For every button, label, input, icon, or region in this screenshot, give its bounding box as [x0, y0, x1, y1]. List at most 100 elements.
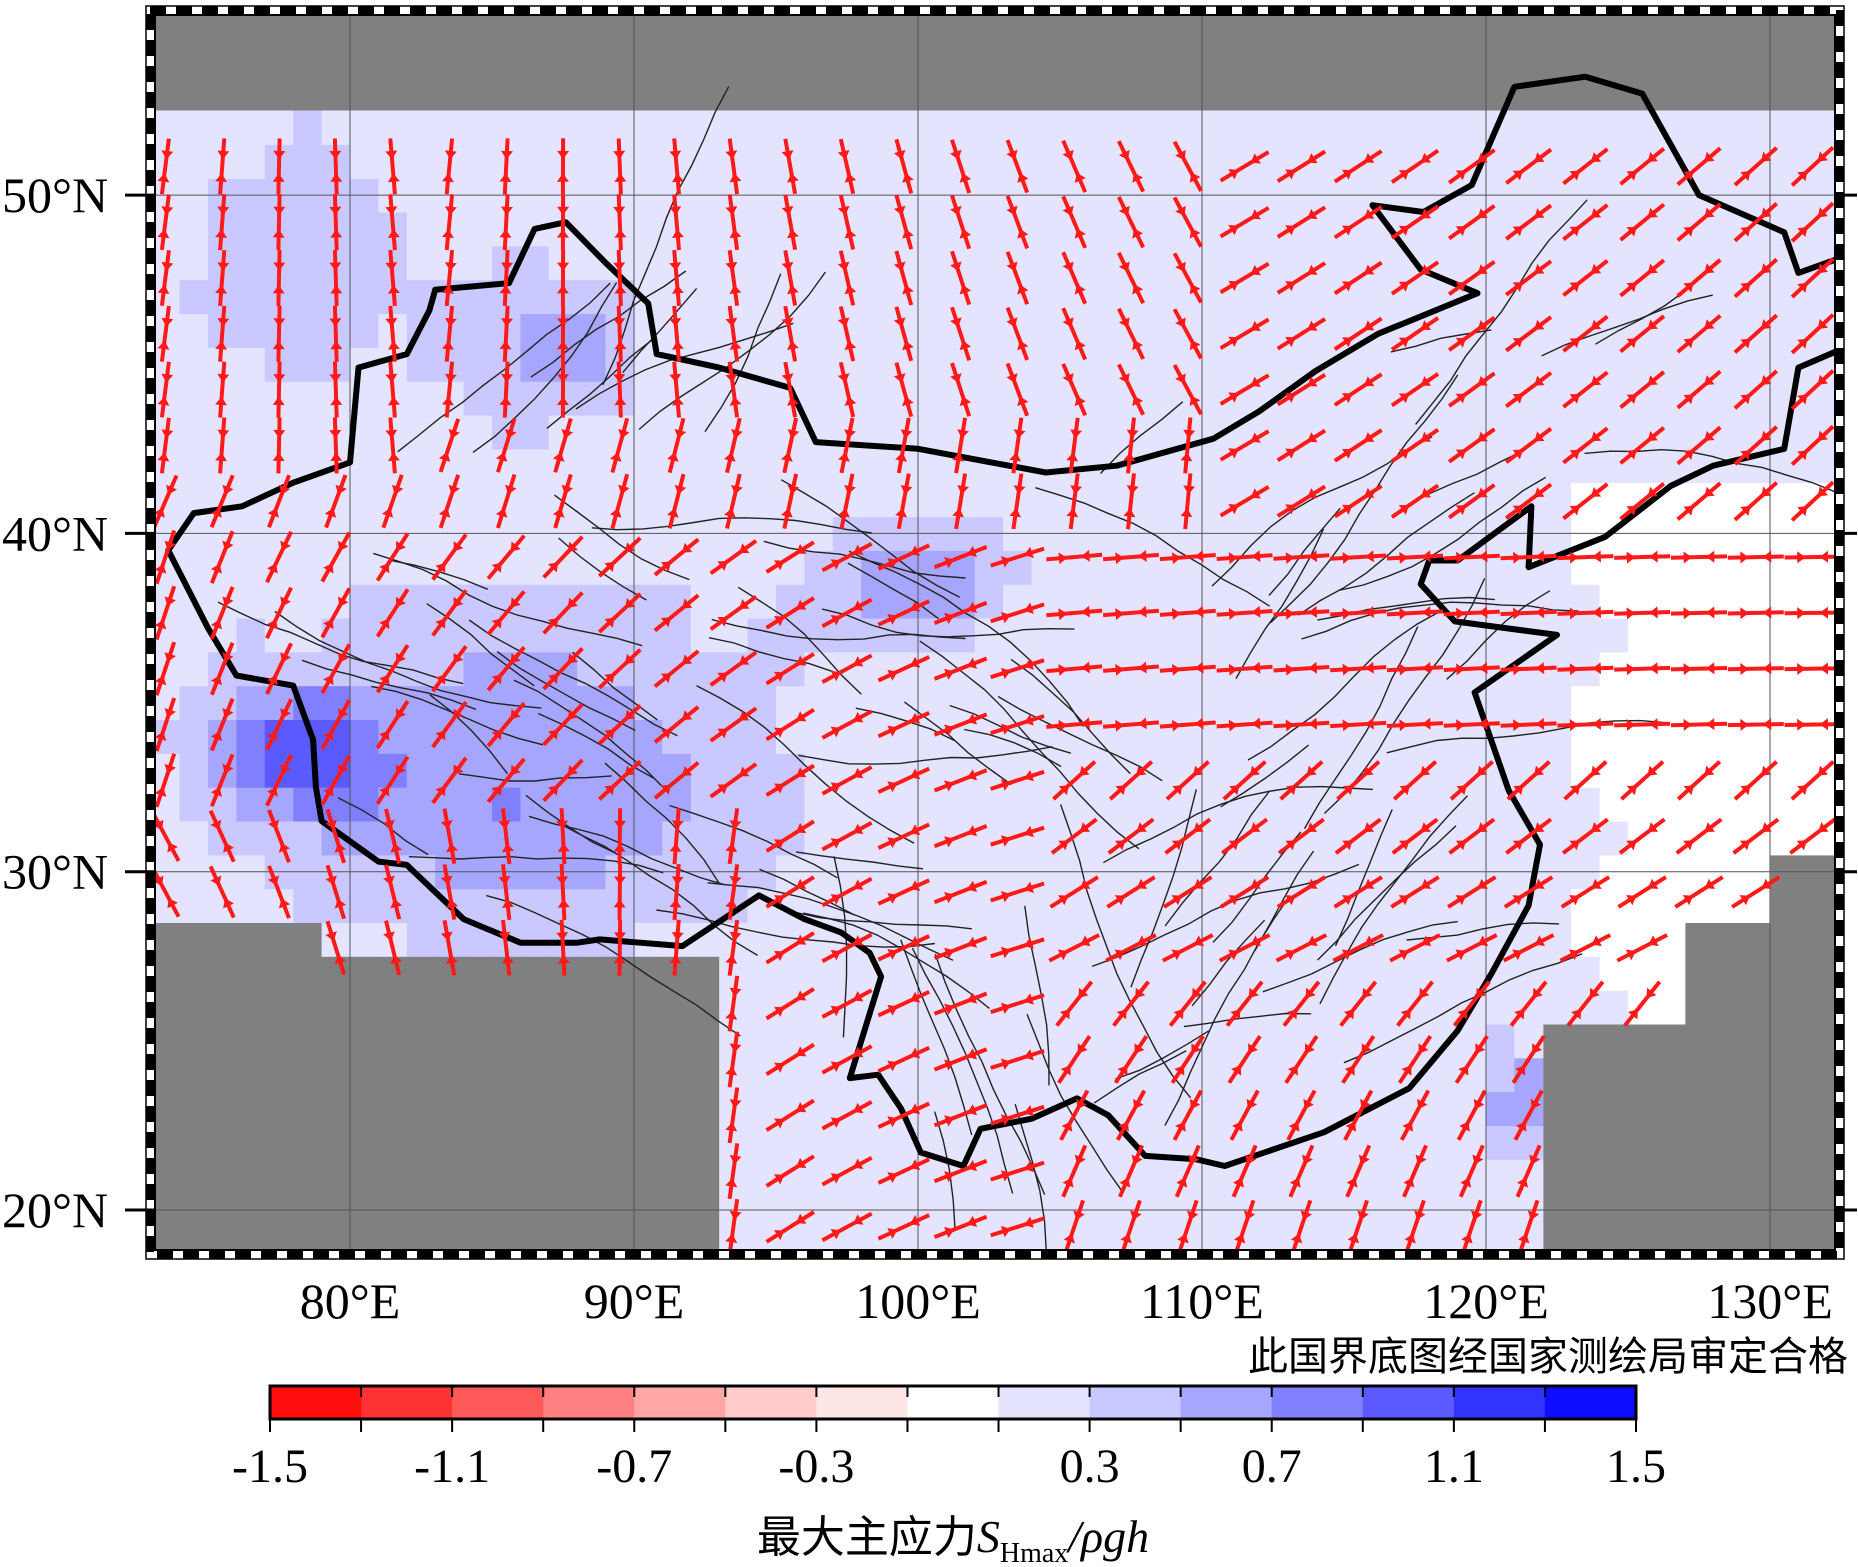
heat-cell	[1429, 1023, 1459, 1059]
heat-cell	[1258, 1091, 1288, 1126]
heat-cell	[1372, 1057, 1402, 1093]
heat-cell	[719, 448, 749, 484]
heat-cell	[1599, 110, 1629, 145]
heat-cell	[236, 448, 266, 484]
heat-cell	[861, 719, 891, 754]
heat-cell	[1088, 888, 1118, 923]
heat-cell	[236, 685, 266, 720]
heat-cell	[1770, 787, 1799, 822]
heat-cell	[974, 821, 1004, 856]
stress-arrow	[1061, 363, 1088, 417]
heat-cell	[690, 212, 720, 247]
stress-arrow	[1676, 146, 1722, 187]
stress-arrow	[1733, 313, 1779, 354]
stress-arrow	[1231, 1144, 1258, 1198]
stress-arrow	[1279, 760, 1324, 801]
heat-cell	[1145, 1091, 1175, 1126]
fault-line	[217, 601, 464, 685]
stress-arrow	[1386, 550, 1444, 564]
stress-arrow	[155, 529, 177, 585]
stress-arrow	[1390, 483, 1440, 519]
fault-line	[1343, 953, 1583, 1064]
stress-arrow	[385, 361, 400, 418]
heat-cell	[435, 110, 465, 145]
colorbar-bin	[1362, 1386, 1455, 1419]
stress-arrow	[1061, 307, 1088, 361]
stress-arrow	[1670, 662, 1728, 676]
heat-cell	[1542, 212, 1572, 247]
heat-cell	[974, 956, 1004, 991]
heat-cell	[577, 550, 607, 585]
stress-arrow	[1619, 370, 1666, 409]
heat-cell	[1315, 1159, 1345, 1194]
stress-arrow	[1172, 252, 1203, 304]
colorbar-tick-label: -1.1	[414, 1440, 490, 1493]
heat-cell	[1031, 787, 1061, 822]
heat-cell	[1031, 144, 1061, 179]
heat-cell	[804, 313, 834, 348]
heat-cell	[1287, 685, 1317, 720]
stress-arrow	[1336, 760, 1381, 801]
heat-cell	[1258, 245, 1288, 281]
stress-arrow	[1849, 147, 1858, 186]
heat-cell	[1145, 482, 1175, 518]
stress-arrow	[1849, 203, 1858, 242]
fault-line	[964, 728, 1062, 768]
stress-arrow	[486, 534, 526, 580]
heat-cell	[1486, 212, 1515, 247]
heat-cell	[1202, 1023, 1231, 1059]
stress-arrow	[1116, 363, 1146, 416]
heat-cell	[179, 448, 209, 484]
stress-arrow	[1055, 980, 1094, 1027]
heat-cell	[1173, 685, 1203, 720]
heat-cell	[1628, 245, 1657, 281]
heat-cell	[690, 313, 720, 348]
stress-arrow	[669, 138, 684, 195]
heat-cell	[634, 618, 663, 653]
heat-cell	[463, 584, 493, 619]
heat-cell	[1031, 245, 1061, 281]
stress-arrow	[1049, 875, 1099, 909]
heat-cell	[1486, 1125, 1515, 1160]
heat-cell	[634, 144, 663, 179]
heat-cell	[1145, 110, 1175, 145]
stress-arrow	[431, 645, 468, 693]
stress-arrow	[499, 249, 513, 307]
stress-arrow	[1790, 424, 1835, 466]
stress-arrow	[1614, 662, 1671, 676]
stress-arrow	[209, 586, 235, 640]
heat-cell	[1542, 753, 1572, 788]
heat-cell	[747, 685, 777, 720]
stress-arrow	[1276, 205, 1327, 239]
stress-arrow	[877, 1101, 931, 1129]
heat-cell	[1173, 1159, 1203, 1194]
heat-cell	[179, 279, 209, 315]
stress-arrow	[1005, 251, 1030, 305]
heat-cell	[1202, 279, 1231, 315]
stress-arrow	[542, 702, 584, 747]
heat-cell	[1656, 279, 1686, 315]
heat-cell	[1514, 245, 1544, 281]
heat-cell	[1656, 618, 1686, 653]
heat-cell	[1571, 347, 1601, 382]
stress-arrow	[498, 863, 514, 921]
heat-cell	[1599, 753, 1629, 788]
stress-arrow	[837, 250, 857, 306]
stress-arrow	[1396, 980, 1434, 1027]
heat-cell	[861, 212, 891, 247]
stress-arrow	[877, 822, 931, 850]
heat-cell	[1599, 618, 1629, 653]
stress-arrow	[1116, 196, 1146, 249]
stress-arrow	[1046, 549, 1103, 565]
heat-cell	[1741, 618, 1771, 653]
stress-arrow	[709, 594, 758, 631]
heat-cell	[350, 787, 379, 822]
heat-cell	[974, 482, 1004, 518]
stress-arrow	[1849, 259, 1858, 298]
stress-arrow	[385, 138, 400, 195]
stress-arrow	[499, 138, 513, 195]
heat-cell	[1400, 110, 1430, 145]
heat-cell	[1486, 685, 1515, 720]
heat-cell	[463, 313, 493, 348]
heat-cell	[1258, 685, 1288, 720]
